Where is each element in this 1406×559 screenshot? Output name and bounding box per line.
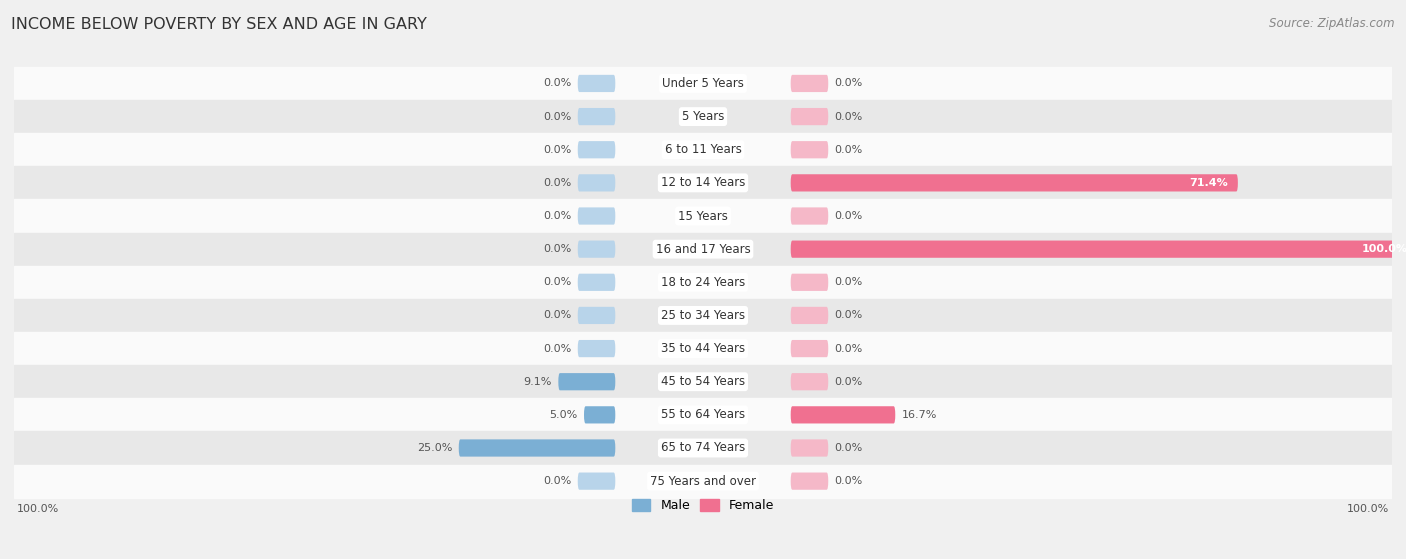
Text: 12 to 14 Years: 12 to 14 Years [661,177,745,190]
FancyBboxPatch shape [790,373,828,390]
Text: INCOME BELOW POVERTY BY SEX AND AGE IN GARY: INCOME BELOW POVERTY BY SEX AND AGE IN G… [11,17,427,32]
Text: 0.0%: 0.0% [543,277,571,287]
FancyBboxPatch shape [558,373,616,390]
Text: 15 Years: 15 Years [678,210,728,222]
Bar [14,299,1392,332]
Bar [14,200,1392,233]
FancyBboxPatch shape [790,174,1237,192]
Text: 100.0%: 100.0% [17,504,59,514]
Text: 0.0%: 0.0% [543,310,571,320]
FancyBboxPatch shape [790,240,1406,258]
Text: 0.0%: 0.0% [543,476,571,486]
FancyBboxPatch shape [578,240,616,258]
FancyBboxPatch shape [790,207,828,225]
Bar [14,332,1392,365]
Text: 71.4%: 71.4% [1189,178,1229,188]
Text: 9.1%: 9.1% [523,377,553,387]
Text: 55 to 64 Years: 55 to 64 Years [661,409,745,421]
Bar [14,100,1392,133]
FancyBboxPatch shape [790,141,828,158]
Text: 5.0%: 5.0% [550,410,578,420]
Text: 75 Years and over: 75 Years and over [650,475,756,487]
Bar [14,167,1392,200]
FancyBboxPatch shape [578,274,616,291]
Bar [14,233,1392,266]
FancyBboxPatch shape [578,141,616,158]
FancyBboxPatch shape [578,340,616,357]
Text: 0.0%: 0.0% [835,211,863,221]
Text: 0.0%: 0.0% [835,344,863,354]
FancyBboxPatch shape [790,307,828,324]
Text: 25.0%: 25.0% [418,443,453,453]
Text: 0.0%: 0.0% [543,211,571,221]
Text: 0.0%: 0.0% [835,145,863,155]
FancyBboxPatch shape [578,207,616,225]
FancyBboxPatch shape [790,274,828,291]
Text: 0.0%: 0.0% [835,476,863,486]
Text: Source: ZipAtlas.com: Source: ZipAtlas.com [1270,17,1395,30]
FancyBboxPatch shape [578,174,616,192]
Legend: Male, Female: Male, Female [627,494,779,517]
FancyBboxPatch shape [790,75,828,92]
FancyBboxPatch shape [790,472,828,490]
FancyBboxPatch shape [578,472,616,490]
FancyBboxPatch shape [578,108,616,125]
Bar [14,133,1392,167]
Text: 65 to 74 Years: 65 to 74 Years [661,442,745,454]
Text: 0.0%: 0.0% [835,277,863,287]
Text: 0.0%: 0.0% [543,112,571,122]
Text: 6 to 11 Years: 6 to 11 Years [665,143,741,156]
Text: 0.0%: 0.0% [835,443,863,453]
Text: 0.0%: 0.0% [835,377,863,387]
FancyBboxPatch shape [578,307,616,324]
Text: 35 to 44 Years: 35 to 44 Years [661,342,745,355]
FancyBboxPatch shape [790,406,896,424]
Text: 0.0%: 0.0% [835,112,863,122]
FancyBboxPatch shape [790,439,828,457]
Text: 0.0%: 0.0% [835,78,863,88]
Text: 0.0%: 0.0% [543,78,571,88]
Bar [14,67,1392,100]
Text: 0.0%: 0.0% [835,310,863,320]
Text: 45 to 54 Years: 45 to 54 Years [661,375,745,388]
FancyBboxPatch shape [790,108,828,125]
FancyBboxPatch shape [790,340,828,357]
FancyBboxPatch shape [578,75,616,92]
Text: 0.0%: 0.0% [543,244,571,254]
Text: 0.0%: 0.0% [543,178,571,188]
Bar [14,266,1392,299]
Text: 16.7%: 16.7% [901,410,936,420]
FancyBboxPatch shape [458,439,616,457]
Text: 0.0%: 0.0% [543,145,571,155]
Text: 16 and 17 Years: 16 and 17 Years [655,243,751,255]
FancyBboxPatch shape [583,406,616,424]
Text: 25 to 34 Years: 25 to 34 Years [661,309,745,322]
Bar [14,365,1392,398]
Bar [14,465,1392,498]
Text: 5 Years: 5 Years [682,110,724,123]
Text: 100.0%: 100.0% [1361,244,1406,254]
Bar [14,398,1392,432]
Text: 18 to 24 Years: 18 to 24 Years [661,276,745,289]
Text: 100.0%: 100.0% [1347,504,1389,514]
Bar [14,432,1392,465]
Text: Under 5 Years: Under 5 Years [662,77,744,90]
Text: 0.0%: 0.0% [543,344,571,354]
